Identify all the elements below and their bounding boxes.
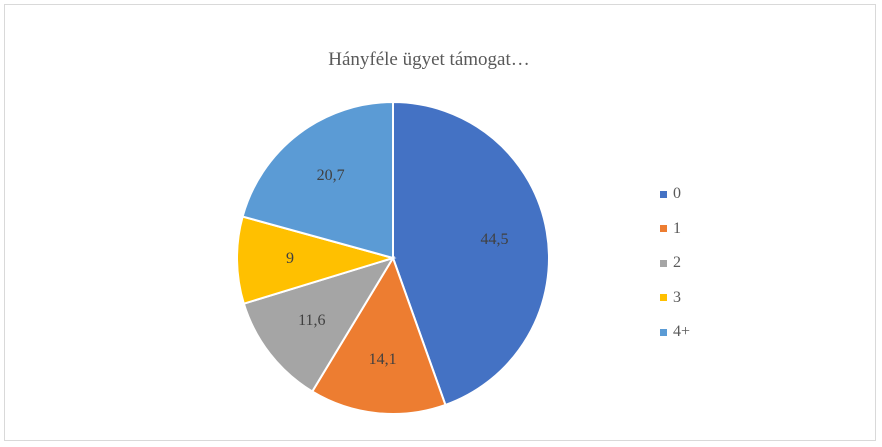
legend-label-0: 0 bbox=[673, 185, 681, 203]
chart-area: Hányféle ügyet támogat… 44,5 14,1 11,6 9 20,… bbox=[4, 4, 876, 441]
legend-swatch-4+ bbox=[660, 328, 667, 336]
pie-slice-3 bbox=[236, 215, 397, 305]
pie-slice-2 bbox=[242, 256, 396, 393]
pie-slice-1 bbox=[310, 255, 447, 415]
legend-swatch-2 bbox=[660, 259, 667, 267]
legend: 0 1 2 3 4+ bbox=[660, 177, 690, 350]
data-label-3: 9 bbox=[286, 250, 294, 267]
legend-item-1: 1 bbox=[660, 212, 690, 247]
legend-swatch-1 bbox=[660, 225, 667, 233]
legend-label-4+: 4+ bbox=[673, 323, 691, 341]
legend-label-3: 3 bbox=[673, 288, 681, 306]
chart-title: Hányféle ügyet támogat… bbox=[328, 49, 530, 70]
legend-item-4+: 4+ bbox=[660, 315, 690, 350]
legend-label-2: 2 bbox=[673, 254, 681, 272]
pie-slice-0 bbox=[392, 100, 550, 407]
legend-swatch-0 bbox=[660, 190, 667, 198]
data-label-2: 11,6 bbox=[298, 312, 325, 329]
data-label-4+: 20,7 bbox=[317, 167, 345, 184]
data-label-1: 14,1 bbox=[369, 351, 397, 368]
pie-chart: 44,5 14,1 11,6 9 20,7 bbox=[236, 100, 550, 415]
legend-item-0: 0 bbox=[660, 177, 690, 212]
legend-item-2: 2 bbox=[660, 246, 690, 281]
legend-item-3: 3 bbox=[660, 281, 690, 316]
pie-slice-4+ bbox=[241, 100, 394, 260]
legend-label-1: 1 bbox=[673, 219, 681, 237]
legend-swatch-3 bbox=[660, 294, 667, 302]
data-label-0: 44,5 bbox=[480, 231, 508, 248]
